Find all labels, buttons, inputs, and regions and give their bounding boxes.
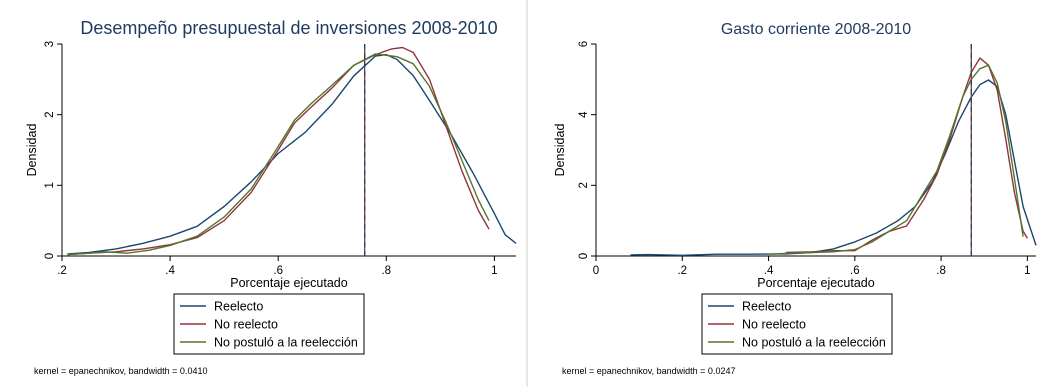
x-tick-label: 1 xyxy=(1024,265,1030,277)
y-tick-label: 3 xyxy=(44,41,56,47)
legend-label-2: No reelecto xyxy=(214,318,278,332)
y-tick-label: 2 xyxy=(44,111,56,117)
x-axis-label: Porcentaje ejecutado xyxy=(230,276,347,290)
series-line-3 xyxy=(67,53,490,256)
x-tick-label: .6 xyxy=(850,265,860,277)
kernel-note: kernel = epanechnikov, bandwidth = 0.024… xyxy=(562,366,735,376)
plot-area xyxy=(596,44,1036,256)
x-tick-label: .2 xyxy=(57,265,67,277)
x-tick-label: .2 xyxy=(677,265,687,277)
x-tick-label: 0 xyxy=(593,265,599,277)
chart-panel-inversiones: Desempeño presupuestal de inversiones 20… xyxy=(0,0,526,387)
legend-label-2: No reelecto xyxy=(742,318,806,332)
y-tick-label: 6 xyxy=(578,41,590,47)
legend-label-1: Reelecto xyxy=(214,300,263,314)
series-line-2 xyxy=(785,57,1028,254)
y-axis-label: Densidad xyxy=(25,124,39,177)
x-tick-label: .4 xyxy=(764,265,774,277)
y-tick-label: 2 xyxy=(578,182,590,188)
x-axis-label: Porcentaje ejecutado xyxy=(757,276,874,290)
x-tick-label: .6 xyxy=(273,265,283,277)
legend-label-3: No postuló a la reelección xyxy=(214,336,358,350)
series-line-3 xyxy=(768,64,1024,255)
legend-label-3: No postuló a la reelección xyxy=(742,336,886,350)
density-chart-inversiones: Desempeño presupuestal de inversiones 20… xyxy=(25,18,517,376)
y-tick-label: 1 xyxy=(44,182,56,188)
density-chart-gasto: Gasto corriente 2008-2010 0 2 4 6 0 .2 .4 .6 .8 1 P… xyxy=(553,21,1037,376)
series-line-1 xyxy=(67,53,517,255)
y-tick-label: 0 xyxy=(44,253,56,259)
kernel-note: kernel = epanechnikov, bandwidth = 0.041… xyxy=(34,366,207,376)
chart-title: Desempeño presupuestal de inversiones 20… xyxy=(80,18,497,38)
y-axis-label: Densidad xyxy=(553,124,567,177)
plot-area xyxy=(62,44,516,256)
chart-title: Gasto corriente 2008-2010 xyxy=(721,21,911,38)
x-tick-label: .8 xyxy=(381,265,391,277)
x-tick-label: .8 xyxy=(936,265,946,277)
panel-divider xyxy=(526,0,528,387)
series-line-2 xyxy=(67,46,490,256)
y-tick-label: 0 xyxy=(578,253,590,259)
x-tick-label: 1 xyxy=(491,265,497,277)
y-tick-label: 4 xyxy=(578,111,590,118)
legend-label-1: Reelecto xyxy=(742,300,791,314)
x-tick-label: .4 xyxy=(165,265,175,277)
chart-panel-gasto: Gasto corriente 2008-2010 0 2 4 6 0 .2 .4 .6 .8 1 P… xyxy=(528,0,1054,387)
